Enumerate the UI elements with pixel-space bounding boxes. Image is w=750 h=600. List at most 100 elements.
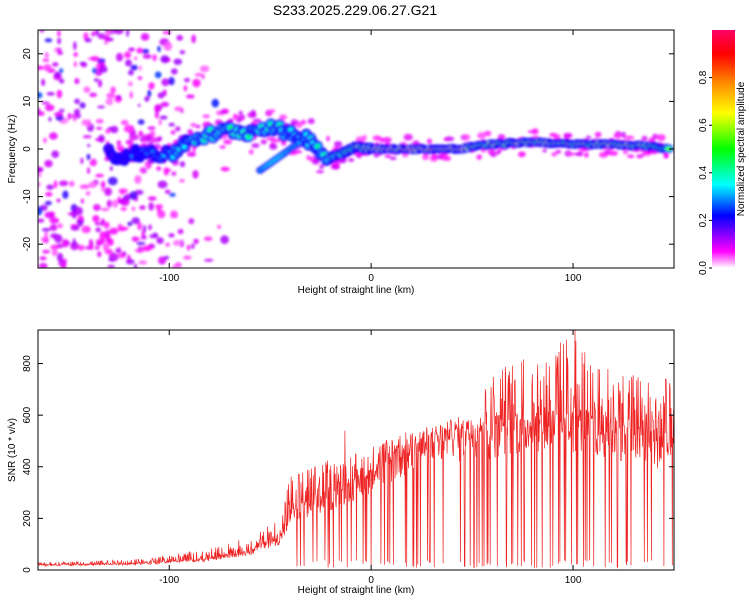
spectrogram-noise-blob (154, 204, 164, 209)
spectrogram-noise-blob (80, 157, 84, 165)
spectrogram-noise-blob (38, 92, 43, 99)
spectrogram-noise-blob (54, 71, 61, 78)
colorbar-tick-label: 0.8 (698, 70, 709, 84)
spectrogram-halo-blob (144, 137, 152, 142)
spectrogram-noise-blob (79, 184, 90, 189)
spectrogram-noise-blob (117, 95, 121, 100)
spectrogram-halo-blob (268, 109, 276, 113)
spectrogram-noise-blob (137, 103, 141, 107)
snr-panel: -100 0 100 0 200 400 600 800 Height of straight… (7, 329, 675, 596)
spectrogram-halo-blob (148, 141, 154, 145)
snr-series-line (38, 330, 674, 569)
spectrogram-noise-blob (85, 191, 91, 196)
spectrogram-noise-blob (48, 116, 52, 122)
spectrogram-halo-blob (250, 109, 256, 117)
spectrogram-noise-blob (152, 54, 157, 62)
spectrogram-noise-blob (95, 173, 104, 178)
spectrogram-noise-blob (44, 52, 49, 59)
spectrogram-noise-blob (162, 30, 172, 35)
spectrogram-noise-blob (164, 189, 171, 194)
spectrogram-noise-blob (124, 51, 132, 59)
spectrogram-noise-blob (148, 202, 154, 211)
spectrogram-noise-blob (170, 210, 178, 218)
spectrogram-noise-blob (56, 89, 63, 99)
spectrogram-noise-blob (100, 207, 110, 212)
spectrogram-halo-blob (490, 152, 497, 157)
spectrogram-noise-blob (70, 241, 79, 251)
colorbar-tick-label: 0.2 (698, 213, 709, 227)
spectrogram-noise-blob (147, 196, 157, 201)
spectrogram-noise-blob (46, 91, 55, 96)
spectrogram-noise-blob (157, 92, 165, 99)
spectrogram-noise-blob (140, 33, 150, 41)
spectrogram-halo-blob (307, 118, 315, 125)
spectrogram-noise-blob (88, 181, 97, 189)
spectrogram-noise-blob (163, 167, 170, 176)
spectrogram-noise-blob (54, 111, 64, 117)
spectrogram-noise-blob (94, 222, 102, 226)
spectrogram-noise-blob (44, 200, 52, 206)
spectrogram-noise-blob (45, 192, 53, 197)
spectrogram-noise-blob (49, 224, 58, 232)
spectrogram-noise-blob (43, 64, 52, 72)
snr-xtick-label: 100 (565, 575, 582, 586)
spectrogram-noise-blob (156, 237, 164, 245)
spectrogram-noise-blob (44, 159, 53, 168)
spectrogram-noise-blob (120, 119, 129, 126)
spectrogram-noise-blob (190, 243, 195, 249)
spectrogram-halo-blob (149, 130, 156, 137)
spectrogram-noise-blob (53, 180, 58, 189)
spectrogram-noise-blob (163, 255, 170, 260)
spectrogram-ytick-label: 0 (22, 146, 33, 152)
spectrogram-halo-blob (442, 155, 452, 161)
spectrogram-halo-blob (220, 110, 227, 114)
spectrogram-noise-blob (56, 252, 64, 262)
spectrogram-noise-blob (121, 251, 127, 256)
spectrogram-noise-blob (141, 235, 147, 240)
spectrogram-noise-blob (58, 108, 65, 113)
spectrogram-xtick-label: 100 (565, 273, 582, 284)
spectrogram-noise-blob (90, 56, 100, 62)
spectrogram-noise-blob (138, 130, 144, 137)
spectrogram-noise-blob (120, 207, 127, 211)
spectrogram-halo-blob (384, 154, 392, 158)
spectrogram-noise-blob (137, 76, 143, 80)
spectrogram-noise-blob (154, 71, 162, 79)
spectrogram-noise-blob (98, 62, 106, 69)
spectrogram-noise-blob (137, 222, 143, 231)
spectrogram-xtick-label: 0 (368, 273, 374, 284)
spectrogram-noise-blob (42, 249, 50, 254)
spectrogram-noise-blob (103, 41, 109, 45)
spectrogram-noise-blob (147, 89, 152, 98)
spectrogram-marks (38, 30, 674, 268)
spectrogram-halo-blob (290, 119, 299, 125)
spectrogram-noise-blob (203, 236, 213, 241)
spectrogram-noise-blob (38, 263, 48, 268)
spectrogram-noise-blob (96, 126, 103, 130)
colorbar-tick-label: 0.6 (698, 118, 709, 132)
spectrogram-noise-blob (184, 77, 190, 83)
spectrogram-noise-blob (89, 160, 97, 167)
spectrogram-noise-blob (74, 78, 80, 85)
spectrogram-noise-blob (74, 98, 80, 105)
spectrogram-halo-blob (117, 146, 124, 151)
snr-plot-area (38, 330, 674, 570)
spectrogram-noise-blob (46, 184, 54, 190)
spectrogram-halo-blob (531, 128, 539, 135)
spectrogram-noise-blob (51, 150, 60, 158)
spectrogram-noise-blob (95, 118, 104, 124)
spectrogram-halo-blob (578, 148, 586, 153)
spectrogram-ridge-blob (181, 144, 187, 149)
spectrogram-halo-blob (608, 150, 618, 156)
spectrogram-noise-blob (154, 112, 159, 119)
spectrogram-noise-blob (77, 220, 84, 227)
spectrogram-branch-core (296, 141, 302, 145)
spectrogram-halo-blob (330, 165, 340, 170)
spectrogram-noise-blob (133, 263, 138, 268)
spectrogram-noise-blob (57, 37, 62, 45)
spectrogram-noise-blob (89, 92, 97, 98)
spectrogram-noise-blob (158, 118, 162, 126)
